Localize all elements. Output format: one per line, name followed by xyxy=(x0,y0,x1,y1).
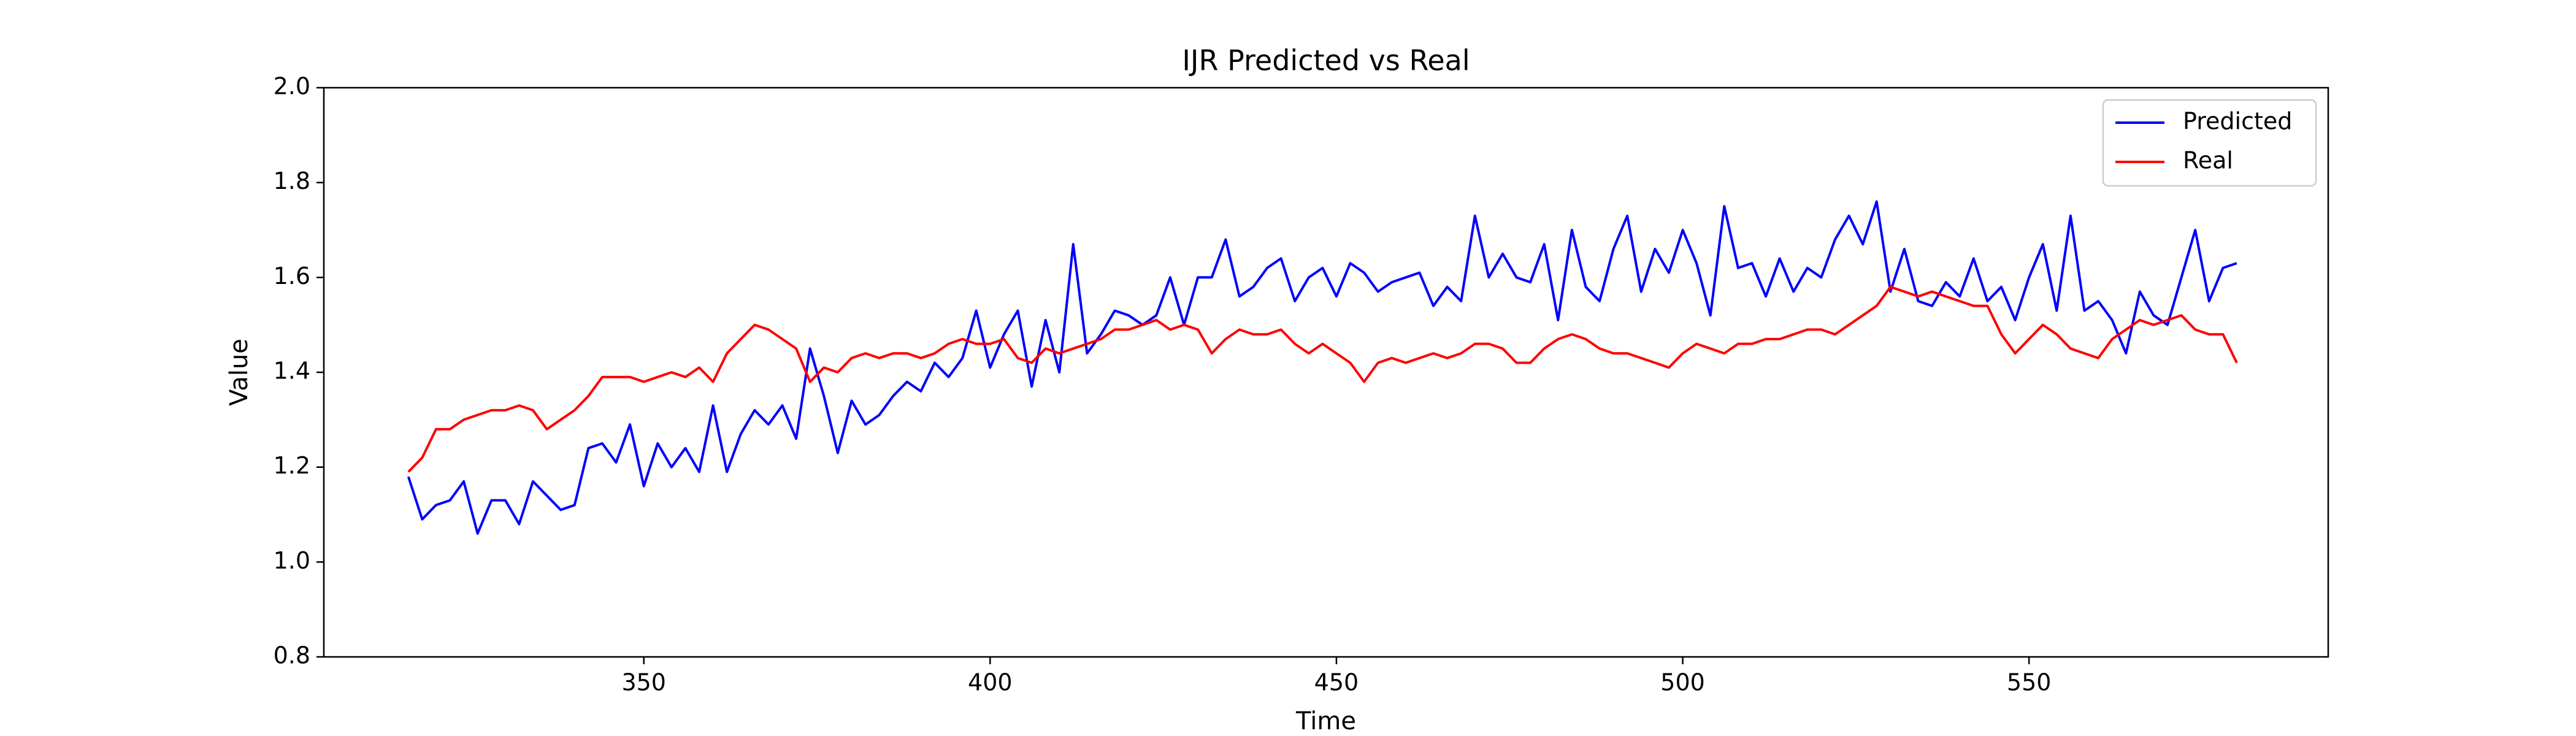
y-tick-label: 1.4 xyxy=(274,358,310,385)
x-tick-label: 450 xyxy=(1314,669,1359,696)
x-tick-label: 550 xyxy=(2007,669,2052,696)
x-axis-label: Time xyxy=(1295,707,1356,735)
x-tick-label: 350 xyxy=(621,669,666,696)
plot-frame xyxy=(323,86,2329,658)
y-tick-label: 1.0 xyxy=(274,547,310,574)
series-line xyxy=(407,200,2237,535)
legend-label: Real xyxy=(2183,147,2233,174)
x-tick-label: 400 xyxy=(968,669,1013,696)
x-tick-label: 500 xyxy=(1660,669,1705,696)
y-tick-label: 2.0 xyxy=(274,73,310,100)
legend-label: Predicted xyxy=(2183,108,2292,135)
y-tick-label: 0.8 xyxy=(274,642,310,669)
y-tick-label: 1.6 xyxy=(274,263,310,289)
series-line xyxy=(407,285,2238,473)
y-axis-label: Value xyxy=(225,339,253,406)
y-tick-label: 1.2 xyxy=(274,452,310,479)
y-tick-label: 1.8 xyxy=(274,167,310,194)
chart-title: IJR Predicted vs Real xyxy=(1182,44,1470,77)
